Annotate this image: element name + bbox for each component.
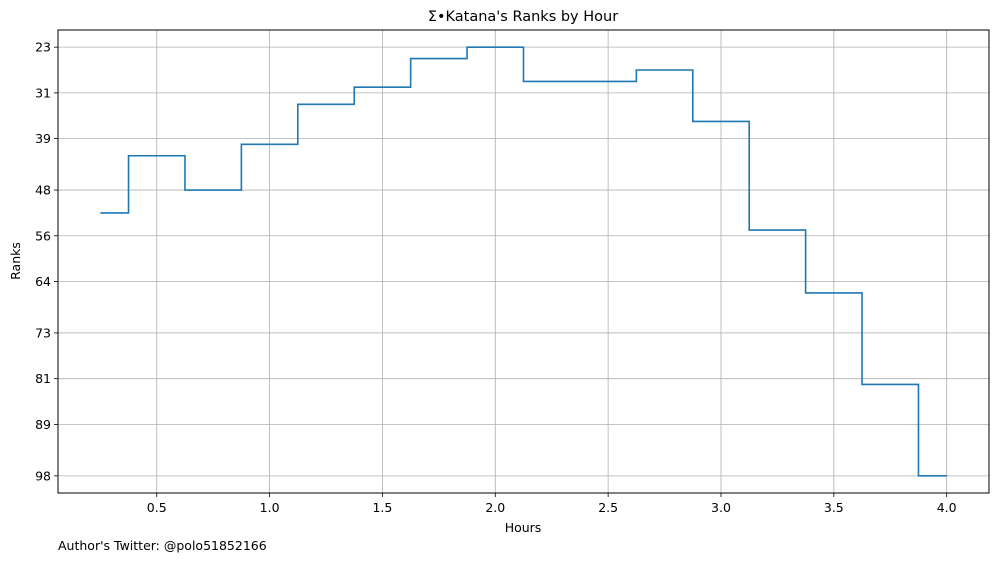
author-credit: Author's Twitter: @polo51852166 xyxy=(58,538,267,553)
x-tick-label: 4.0 xyxy=(937,500,957,515)
y-tick-label: 31 xyxy=(35,85,51,100)
series-line xyxy=(100,46,947,477)
y-tick-label: 81 xyxy=(35,371,51,386)
x-axis-label: Hours xyxy=(505,520,542,535)
x-tick-label: 2.5 xyxy=(598,500,618,515)
y-tick-label: 64 xyxy=(35,274,51,289)
series-layer xyxy=(100,46,947,477)
x-tick-label: 1.5 xyxy=(372,500,392,515)
y-tick-label: 48 xyxy=(35,183,51,198)
y-tick-label: 56 xyxy=(35,228,51,243)
plot-area-frame xyxy=(57,29,990,494)
x-tick-label: 2.0 xyxy=(485,500,505,515)
y-tick-label: 23 xyxy=(35,40,51,55)
y-tick-label: 98 xyxy=(35,468,51,483)
x-tick-label: 1.0 xyxy=(260,500,280,515)
x-tick-label: 0.5 xyxy=(147,500,167,515)
y-axis-ticks: 23 31 39 48 56 64 73 81 89 98 xyxy=(35,40,58,483)
x-axis-ticks: 0.5 1.0 1.5 2.0 2.5 3.0 3.5 4.0 xyxy=(147,493,957,515)
grid-lines xyxy=(58,30,989,493)
chart-title: Σ•Katana's Ranks by Hour xyxy=(428,9,618,25)
y-tick-label: 89 xyxy=(35,417,51,432)
y-tick-label: 39 xyxy=(35,131,51,146)
y-tick-label: 73 xyxy=(35,325,51,340)
y-axis-label: Ranks xyxy=(8,242,23,280)
x-tick-label: 3.0 xyxy=(711,500,731,515)
x-tick-label: 3.5 xyxy=(824,500,844,515)
